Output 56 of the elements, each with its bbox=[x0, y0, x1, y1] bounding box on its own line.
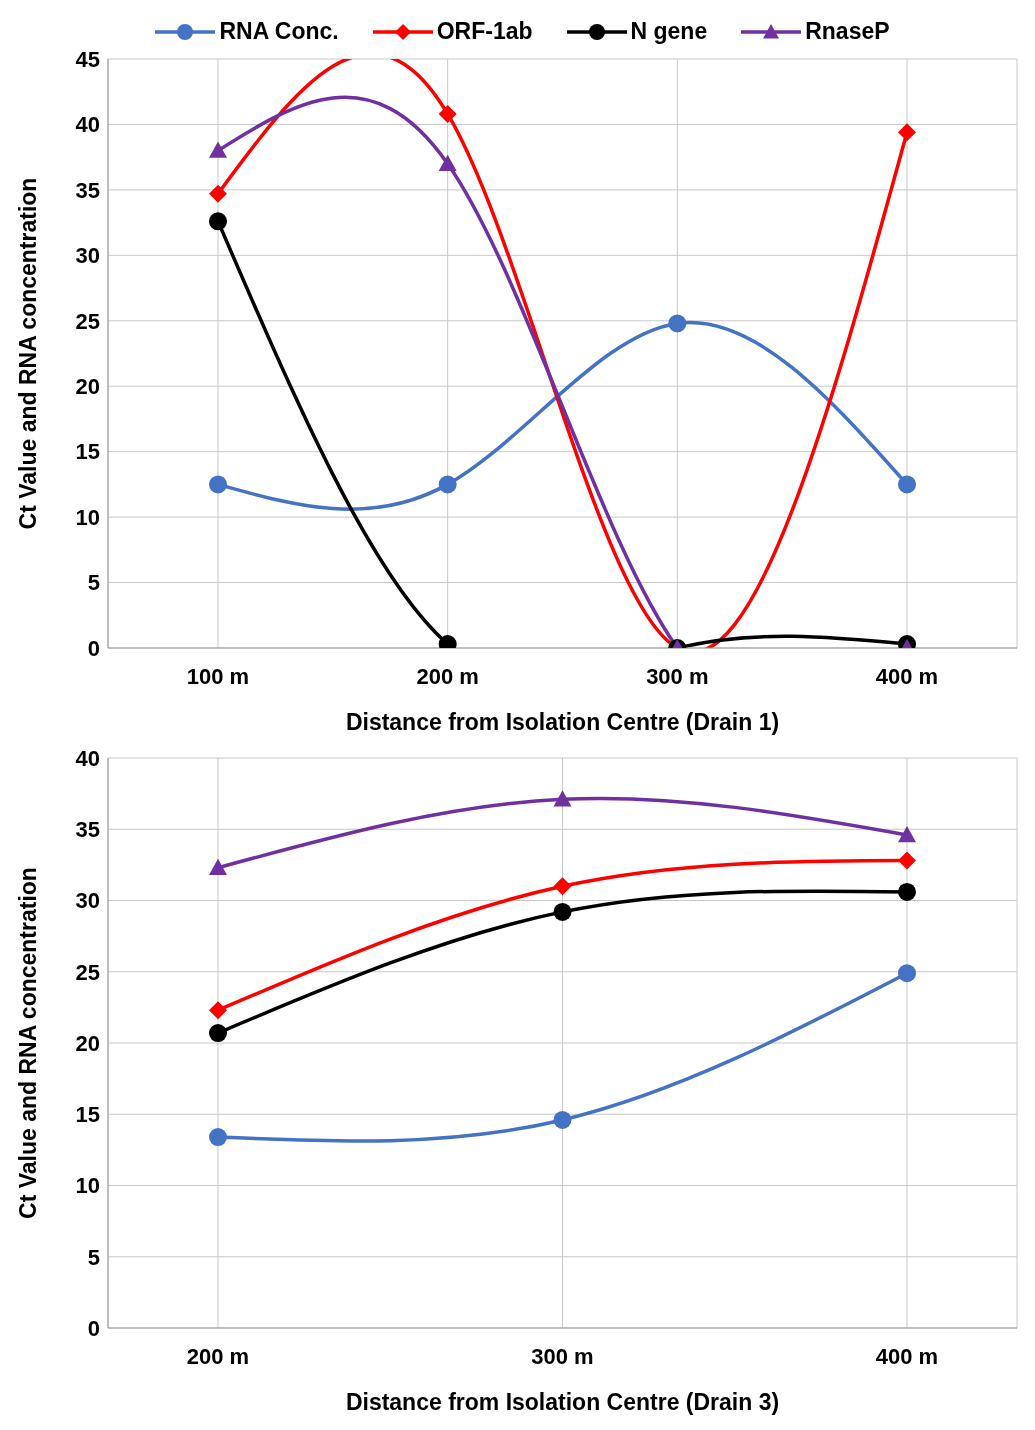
point bbox=[438, 475, 457, 494]
y-tick-label: 25 bbox=[75, 959, 100, 985]
y-tick-label: 10 bbox=[75, 504, 100, 530]
y-tick-label: 40 bbox=[75, 112, 100, 138]
point bbox=[209, 141, 227, 158]
y-tick-label: 40 bbox=[75, 745, 100, 771]
legend-label: ORF-1ab bbox=[436, 18, 533, 45]
y-tick-label: 20 bbox=[75, 1030, 100, 1056]
legend-label: N gene bbox=[630, 18, 708, 45]
y-tick-label: 5 bbox=[87, 570, 100, 596]
point bbox=[553, 877, 572, 896]
legend-label: RnaseP bbox=[805, 18, 890, 45]
point bbox=[209, 858, 227, 875]
y-tick-label: 45 bbox=[75, 46, 100, 72]
y-tick-label: 0 bbox=[87, 635, 100, 661]
x-tick-label: 100 m bbox=[186, 663, 250, 689]
x-tick-label: 400 m bbox=[875, 1343, 939, 1369]
point bbox=[209, 475, 227, 494]
point bbox=[209, 184, 227, 203]
y-axis-title: Ct Value and RNA concentration bbox=[15, 177, 42, 530]
point bbox=[209, 1128, 227, 1147]
y-tick-label: 30 bbox=[75, 888, 100, 914]
y-tick-label: 35 bbox=[75, 817, 100, 843]
point bbox=[209, 1001, 227, 1020]
x-axis-title: Distance from Isolation Centre (Drain 3) bbox=[345, 1389, 780, 1415]
point bbox=[553, 790, 572, 807]
point bbox=[209, 1024, 227, 1043]
point bbox=[668, 314, 687, 333]
point bbox=[438, 154, 457, 171]
x-tick-label: 300 m bbox=[531, 1343, 594, 1369]
y-tick-label: 25 bbox=[75, 308, 100, 334]
legend-label: RNA Conc. bbox=[219, 18, 339, 45]
x-tick-label: 400 m bbox=[875, 663, 939, 689]
point bbox=[553, 1110, 572, 1129]
y-tick-label: 15 bbox=[75, 1102, 100, 1128]
y-tick-label: 10 bbox=[75, 1173, 100, 1199]
point bbox=[898, 882, 916, 901]
point bbox=[898, 825, 916, 843]
y-tick-label: 30 bbox=[75, 243, 100, 269]
y-tick-label: 0 bbox=[87, 1315, 100, 1341]
point bbox=[898, 475, 916, 494]
point bbox=[438, 104, 457, 123]
point bbox=[898, 123, 916, 142]
y-tick-label: 15 bbox=[75, 439, 100, 465]
y-tick-label: 5 bbox=[87, 1244, 100, 1270]
x-tick-label: 200 m bbox=[416, 663, 479, 689]
point bbox=[898, 964, 916, 983]
x-tick-label: 300 m bbox=[646, 663, 709, 689]
point bbox=[898, 851, 916, 870]
y-tick-label: 35 bbox=[75, 177, 100, 203]
y-axis-title: Ct Value and RNA concentration bbox=[15, 867, 42, 1219]
point bbox=[209, 212, 227, 231]
x-axis-title: Distance from Isolation Centre (Drain 1) bbox=[345, 709, 780, 735]
point bbox=[553, 902, 572, 921]
y-tick-label: 20 bbox=[75, 374, 100, 400]
x-tick-label: 200 m bbox=[186, 1343, 250, 1369]
